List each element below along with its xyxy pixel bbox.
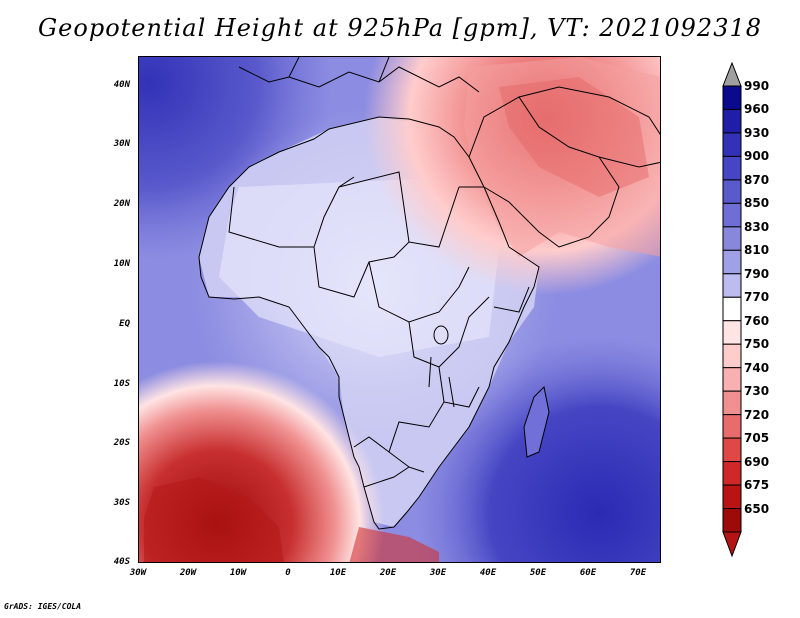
- legend-swatch: [722, 320, 742, 345]
- legend-swatches: [722, 85, 742, 533]
- legend-swatch: [722, 273, 742, 298]
- legend-over-arrow: [722, 62, 742, 87]
- y-tick-label: 40N: [113, 80, 130, 90]
- legend-label: 705: [744, 431, 770, 446]
- x-tick-label: 30E: [429, 568, 447, 578]
- x-tick-label: 10E: [329, 568, 347, 578]
- map-plot-area: [138, 56, 661, 563]
- legend-swatch: [722, 155, 742, 181]
- color-legend: [722, 62, 742, 558]
- legend-label: 690: [744, 454, 770, 469]
- legend-swatch: [722, 414, 742, 439]
- legend-label: 650: [744, 501, 770, 516]
- legend-label: 870: [744, 172, 770, 187]
- legend-label: 740: [744, 360, 770, 375]
- legend-under-arrow: [722, 531, 742, 558]
- legend-swatch: [722, 249, 742, 275]
- x-tick-label: 60E: [579, 568, 597, 578]
- legend-label: 990: [744, 79, 770, 93]
- x-tick-label: 10W: [229, 568, 247, 578]
- legend-swatch: [722, 202, 742, 228]
- grads-credit: GrADS: IGES/COLA: [4, 602, 82, 611]
- legend-label: 960: [744, 102, 770, 117]
- legend-swatch: [722, 461, 742, 486]
- x-tick-label: 20W: [179, 568, 197, 578]
- y-tick-label: 30N: [113, 139, 130, 149]
- x-tick-label: 70E: [629, 568, 647, 578]
- legend-swatch: [722, 132, 742, 157]
- legend-swatch: [722, 343, 742, 369]
- legend-swatch: [722, 108, 742, 134]
- map-title: Geopotential Height at 925hPa [gpm], VT:…: [38, 14, 762, 42]
- geopotential-field: [139, 57, 660, 562]
- legend-label: 900: [744, 149, 770, 164]
- x-tick-label: 0: [285, 568, 291, 578]
- x-tick-label: 40E: [479, 568, 497, 578]
- y-tick-label: 20N: [113, 199, 130, 209]
- legend-swatch: [722, 296, 742, 322]
- legend-swatch: [722, 508, 742, 533]
- legend-label: 750: [744, 337, 770, 352]
- x-tick-label: 50E: [529, 568, 547, 578]
- legend-label: 850: [744, 196, 770, 211]
- legend-label: 770: [744, 290, 770, 305]
- y-tick-label: 40S: [113, 557, 130, 567]
- legend-label: 830: [744, 219, 770, 234]
- y-tick-label: 30S: [113, 498, 130, 508]
- legend-swatch: [722, 85, 742, 110]
- x-tick-label: 30W: [129, 568, 147, 578]
- y-tick-label: EQ: [119, 319, 130, 329]
- legend-swatch: [722, 226, 742, 251]
- legend-label: 730: [744, 384, 770, 399]
- legend-swatch: [722, 437, 742, 463]
- legend-swatch: [722, 179, 742, 204]
- legend-swatch: [722, 484, 742, 510]
- legend-swatch: [722, 390, 742, 416]
- legend-label: 810: [744, 243, 770, 258]
- legend-label: 760: [744, 313, 770, 328]
- y-tick-label: 10N: [113, 259, 130, 269]
- legend-label: 930: [744, 125, 770, 140]
- legend-label: 720: [744, 407, 770, 422]
- y-tick-label: 20S: [113, 438, 130, 448]
- x-tick-label: 20E: [379, 568, 397, 578]
- legend-label: 675: [744, 478, 770, 493]
- legend-label: 790: [744, 266, 770, 281]
- y-tick-label: 10S: [113, 379, 130, 389]
- legend-swatch: [722, 367, 742, 392]
